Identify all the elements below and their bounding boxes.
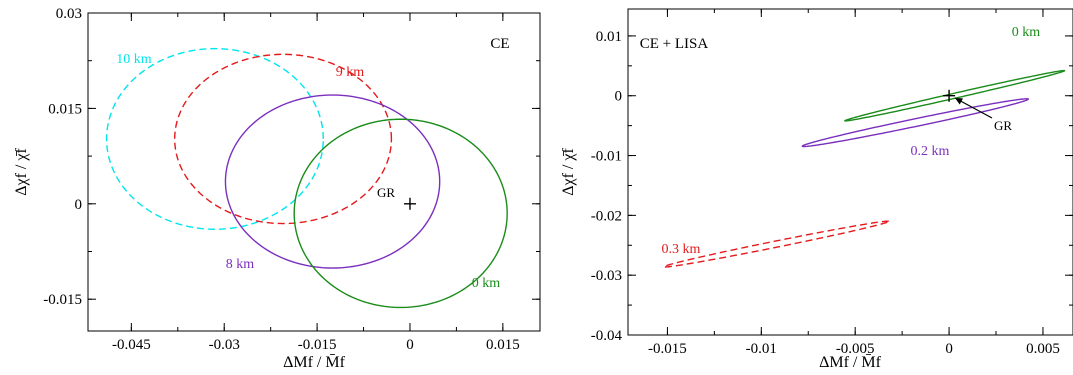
x-tick-label: -0.015 [298,337,337,353]
series-ellipse-0-km [844,69,1066,122]
y-tick-label: 0 [75,197,83,213]
panel-label: CE [490,36,509,52]
x-tick-label: -0.045 [112,337,151,353]
series-ellipse-8-km [224,94,441,269]
series-label: 8 km [226,257,255,272]
x-tick-label: 0 [406,337,414,353]
series-ellipse-0-km [293,118,508,309]
series-labels: 0 km 0.2 km 0.3 km [662,25,1041,257]
markers: GR [943,89,1012,133]
series-label: 0 km [472,276,501,291]
x-tick-label: 0 [945,341,953,357]
plot-frame [627,8,1073,336]
markers: GR [377,185,416,210]
series-label: 0 km [1012,25,1041,40]
x-tick-label: -0.015 [648,341,687,357]
series-label: 0.3 km [662,242,701,257]
chart-panel-ce: -0.045 -0.03 -0.015 0 0.015-0.01500.0150.03 … [13,6,541,371]
y-axis-label: Δχf / χ̄f [13,148,30,196]
x-tick-label: -0.01 [746,341,777,357]
x-tick-label: -0.03 [209,337,240,353]
gr-label: GR [377,185,395,200]
series-label: 10 km [116,52,152,67]
y-tick-label: -0.02 [591,208,622,224]
chart-panel-ce-lisa: -0.015 -0.01 -0.005 0 0.005 -0.04 -0.03 -0.02 -0… [560,8,1073,371]
y-tick-label: 0.01 [596,29,622,45]
x-axis-label: ΔMf / M̄f [283,354,346,371]
plot-frame [87,12,541,332]
series-ellipse-0.2-km [801,98,1030,148]
axis-ticks: -0.015 -0.01 -0.005 0 0.005 -0.04 -0.03 -0.02 -0… [591,9,1073,357]
y-tick-label: -0.01 [591,149,622,165]
y-tick-label: 0.03 [56,6,82,22]
series-curves [105,47,508,309]
y-tick-label: 0 [615,89,623,105]
series-label: 9 km [336,65,365,80]
series-ellipse-10-km [105,47,324,230]
y-tick-label: -0.04 [591,328,623,344]
y-tick-label: 0.015 [48,101,82,117]
series-ellipse-9-km [173,53,393,225]
x-tick-label: 0.005 [1026,341,1060,357]
gr-arrowhead [955,98,963,105]
x-axis-label: ΔMf / M̄f [819,354,882,371]
y-tick-label: -0.03 [591,268,622,284]
panel-label: CE + LISA [640,36,709,52]
axis-ticks: -0.045 -0.03 -0.015 0 0.015 -0.015 0 0.015 0.03 [43,6,540,353]
gr-marker [943,89,956,102]
series-label: 0.2 km [911,144,950,159]
series-curves [663,69,1066,268]
gr-marker [403,197,416,210]
x-tick-label: 0.015 [486,337,520,353]
series-labels: 10 km 9 km 8 km 0 km [116,52,500,291]
y-axis-label: Δχf / χ̄f [560,148,577,196]
y-tick-label: -0.015 [43,292,82,308]
x-tick-label: -0.005 [836,341,875,357]
series-ellipse-0.3-km [663,220,890,268]
gr-label: GR [994,118,1012,133]
